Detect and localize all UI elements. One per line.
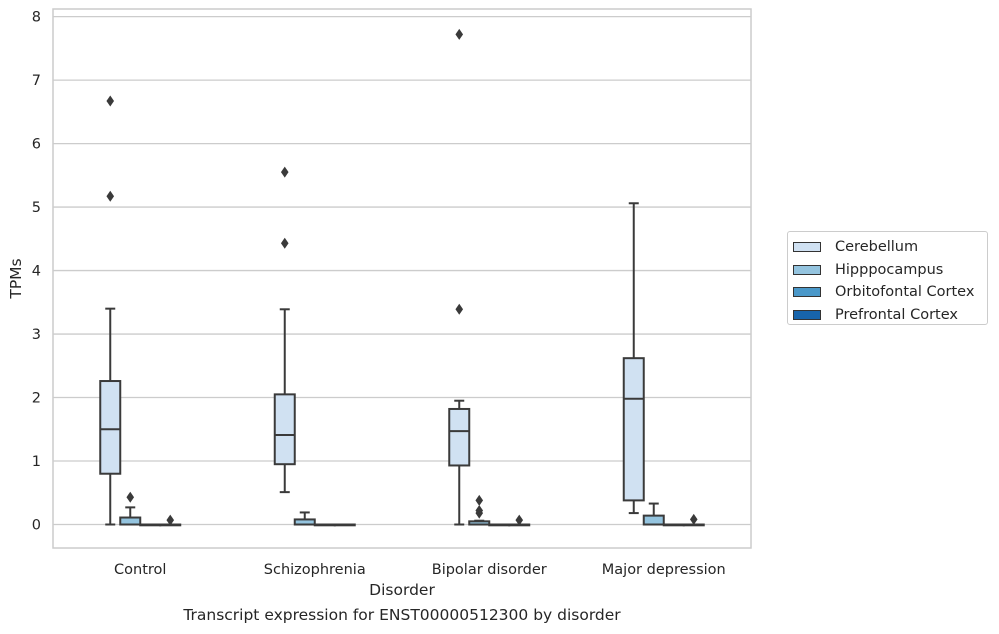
x-tick-label: Schizophrenia [264, 562, 366, 578]
legend-item: Hipppocampus [793, 259, 987, 282]
box-element [642, 502, 665, 526]
box-element [682, 513, 705, 527]
box-element [159, 514, 182, 527]
iqr-box [642, 514, 665, 526]
iqr-box [119, 516, 142, 526]
box-element [662, 523, 685, 527]
y-tick-label: 0 [32, 518, 41, 534]
x-tick-label: Major depression [602, 562, 726, 578]
iqr-box [622, 357, 645, 502]
box-element [622, 202, 645, 515]
outlier-point [166, 514, 175, 526]
legend-item: Prefrontal Cortex [793, 304, 987, 327]
outlier-point [689, 513, 698, 525]
box-element [508, 514, 531, 527]
legend: Cerebellum Hipppocampus Orbitofontal Corte… [787, 231, 988, 325]
y-tick-label: 6 [32, 137, 41, 153]
x-axis-label: Disorder [369, 581, 435, 599]
iqr-box [448, 407, 471, 467]
y-tick-label: 4 [32, 264, 41, 280]
grid-lines [53, 15, 751, 526]
outlier-point [455, 28, 464, 40]
outlier-point [515, 514, 524, 526]
series-orbitofontal-cortex [139, 523, 685, 527]
box-element [333, 523, 356, 527]
outlier-point [280, 166, 289, 178]
iqr-box [273, 393, 296, 466]
legend-swatch [793, 264, 821, 275]
legend-label: Prefrontal Cortex [835, 306, 958, 323]
box-element [273, 166, 296, 494]
legend-swatch [793, 242, 821, 253]
y-tick-label: 7 [32, 73, 41, 89]
legend-item: Orbitofontal Cortex [793, 281, 987, 304]
x-tick-label: Control [114, 562, 166, 578]
box-element [293, 511, 316, 526]
legend-item: Cerebellum [793, 236, 987, 259]
series-prefrontal-cortex [159, 513, 705, 527]
x-tick-labels: Control Schizophrenia Bipolar disorder Majo… [114, 562, 726, 578]
series-cerebellum [99, 28, 645, 526]
box-element [119, 491, 142, 526]
box-element [468, 494, 491, 526]
outlier-point [455, 303, 464, 315]
outlier-point [475, 505, 484, 517]
outlier-point [106, 95, 115, 107]
outlier-point [280, 237, 289, 249]
y-tick-label: 3 [32, 327, 41, 343]
y-tick-label: 2 [32, 391, 41, 407]
box-element [448, 28, 471, 526]
y-axis-label: TPMs [7, 258, 25, 299]
box-element [139, 523, 162, 527]
legend-swatch [793, 309, 821, 320]
iqr-box [99, 380, 122, 475]
legend-label: Cerebellum [835, 239, 919, 256]
legend-swatch [793, 287, 821, 298]
box-element [488, 523, 511, 527]
plot-frame [52, 8, 752, 549]
outlier-point [106, 190, 115, 202]
outlier-point [126, 491, 135, 503]
box-plot-series [99, 28, 705, 527]
box-element [99, 95, 122, 526]
x-tick-label: Bipolar disorder [432, 562, 547, 578]
legend-label: Hipppocampus [835, 261, 944, 278]
series-hipppocampus [119, 491, 665, 526]
outlier-point [475, 494, 484, 506]
y-tick-label: 5 [32, 200, 41, 216]
figure-caption: Transcript expression for ENST0000051230… [183, 606, 621, 624]
legend-label: Orbitofontal Cortex [835, 284, 975, 301]
y-tick-labels: 0 1 2 3 4 5 6 7 8 [32, 10, 41, 534]
box-element [313, 523, 336, 527]
y-tick-label: 8 [32, 10, 41, 26]
y-tick-label: 1 [32, 454, 41, 470]
